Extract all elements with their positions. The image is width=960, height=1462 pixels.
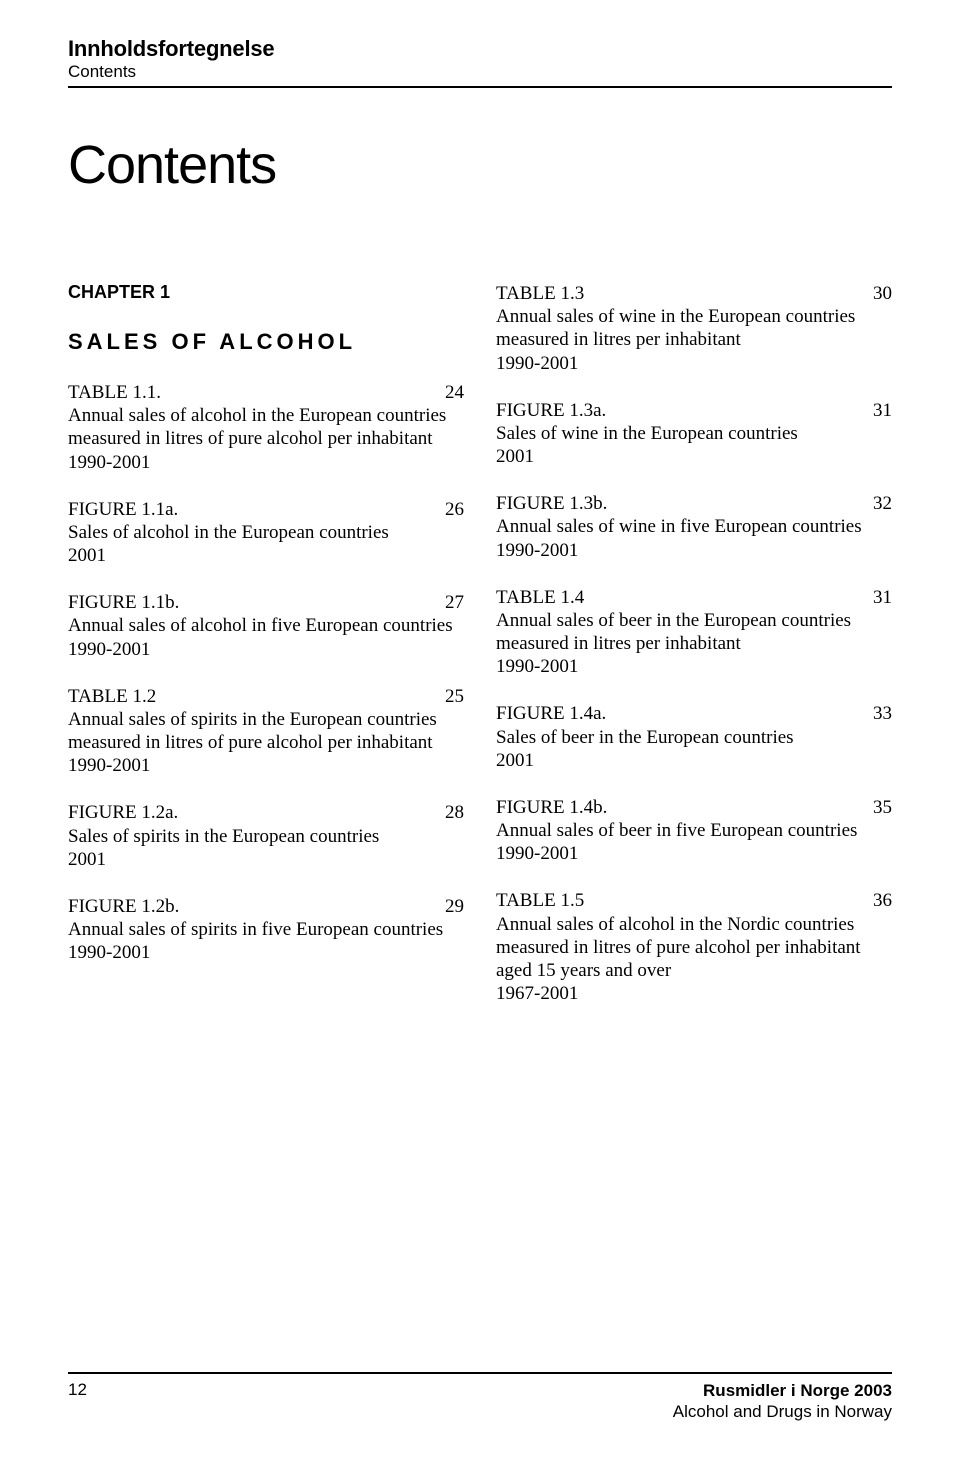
toc-entry-top: FIGURE 1.2b. 29 bbox=[68, 895, 464, 918]
right-column: TABLE 1.3 30Annual sales of wine in the E… bbox=[496, 282, 892, 1029]
toc-entry: FIGURE 1.3b. 32Annual sales of wine in fi… bbox=[496, 492, 892, 562]
toc-entry-page: 27 bbox=[437, 591, 464, 614]
toc-entry-desc: Annual sales of alcohol in the European … bbox=[68, 404, 464, 450]
toc-entry-range: 1990-2001 bbox=[496, 655, 892, 678]
toc-entry: FIGURE 1.2a. 28Sales of spirits in the Eu… bbox=[68, 801, 464, 871]
toc-entry-desc: Annual sales of wine in the European cou… bbox=[496, 305, 892, 351]
toc-entry-top: FIGURE 1.2a. 28 bbox=[68, 801, 464, 824]
toc-entry: FIGURE 1.4b. 35Annual sales of beer in fi… bbox=[496, 796, 892, 866]
toc-entry-label: FIGURE 1.3a. bbox=[496, 399, 606, 422]
section-heading: SALES OF ALCOHOL bbox=[68, 329, 464, 355]
toc-entry-page: 25 bbox=[437, 685, 464, 708]
toc-entry-label: TABLE 1.1. bbox=[68, 381, 161, 404]
toc-entry-top: TABLE 1.1. 24 bbox=[68, 381, 464, 404]
toc-entry-label: FIGURE 1.1b. bbox=[68, 591, 179, 614]
header-title: Innholdsfortegnelse bbox=[68, 36, 892, 62]
toc-entry-range: 2001 bbox=[68, 848, 464, 871]
toc-entry-range: 2001 bbox=[496, 445, 892, 468]
toc-entry-page: 24 bbox=[437, 381, 464, 404]
toc-entry-range: 1990-2001 bbox=[68, 638, 464, 661]
toc-entry-range: 1990-2001 bbox=[68, 754, 464, 777]
toc-entry-range: 2001 bbox=[68, 544, 464, 567]
publication-title: Rusmidler i Norge 2003 bbox=[673, 1380, 892, 1401]
toc-entry-page: 31 bbox=[865, 586, 892, 609]
toc-entry-desc: Sales of wine in the European countries bbox=[496, 422, 892, 445]
toc-entry-range: 1990-2001 bbox=[496, 842, 892, 865]
toc-entry-top: FIGURE 1.1b. 27 bbox=[68, 591, 464, 614]
toc-entry-label: TABLE 1.5 bbox=[496, 889, 584, 912]
toc-entry-page: 31 bbox=[865, 399, 892, 422]
toc-entry-desc: Sales of spirits in the European countri… bbox=[68, 825, 464, 848]
toc-entry-label: FIGURE 1.4b. bbox=[496, 796, 607, 819]
toc-entry-range: 2001 bbox=[496, 749, 892, 772]
toc-entry: FIGURE 1.2b. 29Annual sales of spirits in… bbox=[68, 895, 464, 965]
toc-entry-top: TABLE 1.4 31 bbox=[496, 586, 892, 609]
toc-entry-label: FIGURE 1.1a. bbox=[68, 498, 178, 521]
toc-columns: CHAPTER 1 SALES OF ALCOHOL TABLE 1.1.24A… bbox=[68, 282, 892, 1029]
toc-entry-page: 32 bbox=[865, 492, 892, 515]
toc-entry-page: 29 bbox=[437, 895, 464, 918]
toc-entry: TABLE 1.1. 24Annual sales of alcohol in t… bbox=[68, 381, 464, 474]
toc-entry-label: TABLE 1.3 bbox=[496, 282, 584, 305]
toc-entry-desc: Annual sales of alcohol in five European… bbox=[68, 614, 464, 637]
toc-entry-top: FIGURE 1.1a. 26 bbox=[68, 498, 464, 521]
toc-entry-label: FIGURE 1.4a. bbox=[496, 702, 606, 725]
main-title: Contents bbox=[68, 134, 892, 196]
toc-entry: TABLE 1.5 36Annual sales of alcohol in th… bbox=[496, 889, 892, 1005]
toc-entry-page: 30 bbox=[865, 282, 892, 305]
toc-entry-desc: Annual sales of spirits in the European … bbox=[68, 708, 464, 754]
toc-entry-top: FIGURE 1.3b. 32 bbox=[496, 492, 892, 515]
toc-entry-range: 1990-2001 bbox=[68, 451, 464, 474]
page-header: Innholdsfortegnelse Contents bbox=[68, 36, 892, 88]
toc-entry-page: 36 bbox=[865, 889, 892, 912]
toc-entry-label: TABLE 1.4 bbox=[496, 586, 584, 609]
toc-entry-page: 26 bbox=[437, 498, 464, 521]
toc-entry-desc: Annual sales of spirits in five European… bbox=[68, 918, 464, 941]
toc-entry-page: 33 bbox=[865, 702, 892, 725]
toc-entry-top: FIGURE 1.3a. 31 bbox=[496, 399, 892, 422]
toc-entry-range: 1990-2001 bbox=[496, 352, 892, 375]
toc-entry-range: 1967-2001 bbox=[496, 982, 892, 1005]
toc-entry-desc: Sales of alcohol in the European countri… bbox=[68, 521, 464, 544]
toc-entry-desc: Sales of beer in the European countries bbox=[496, 726, 892, 749]
toc-entry: FIGURE 1.4a. 33Sales of beer in the Europ… bbox=[496, 702, 892, 772]
toc-entry-desc: Annual sales of beer in the European cou… bbox=[496, 609, 892, 655]
toc-entry: TABLE 1.4 31Annual sales of beer in the E… bbox=[496, 586, 892, 679]
toc-entry-top: TABLE 1.2 25 bbox=[68, 685, 464, 708]
toc-entry-label: FIGURE 1.2a. bbox=[68, 801, 178, 824]
header-subtitle: Contents bbox=[68, 62, 892, 82]
toc-entry: FIGURE 1.3a. 31Sales of wine in the Europ… bbox=[496, 399, 892, 469]
toc-entry-page: 28 bbox=[437, 801, 464, 824]
toc-entry-desc: Annual sales of alcohol in the Nordic co… bbox=[496, 913, 892, 983]
publication-subtitle: Alcohol and Drugs in Norway bbox=[673, 1401, 892, 1422]
footer-rule bbox=[68, 1372, 892, 1374]
page-footer: 12 Rusmidler i Norge 2003 Alcohol and Dr… bbox=[68, 1372, 892, 1423]
toc-entry-desc: Annual sales of beer in five European co… bbox=[496, 819, 892, 842]
toc-entry-page: 35 bbox=[865, 796, 892, 819]
toc-entry-range: 1990-2001 bbox=[68, 941, 464, 964]
toc-entry-desc: Annual sales of wine in five European co… bbox=[496, 515, 892, 538]
chapter-label: CHAPTER 1 bbox=[68, 282, 464, 303]
toc-entry: FIGURE 1.1b. 27Annual sales of alcohol in… bbox=[68, 591, 464, 661]
toc-entry: TABLE 1.2 25Annual sales of spirits in th… bbox=[68, 685, 464, 778]
page-number: 12 bbox=[68, 1380, 87, 1423]
left-column: CHAPTER 1 SALES OF ALCOHOL TABLE 1.1.24A… bbox=[68, 282, 464, 1029]
toc-entry-top: TABLE 1.5 36 bbox=[496, 889, 892, 912]
toc-entry-label: FIGURE 1.2b. bbox=[68, 895, 179, 918]
toc-entry-top: TABLE 1.3 30 bbox=[496, 282, 892, 305]
toc-entry: TABLE 1.3 30Annual sales of wine in the E… bbox=[496, 282, 892, 375]
toc-entry-top: FIGURE 1.4a. 33 bbox=[496, 702, 892, 725]
toc-entry-label: TABLE 1.2 bbox=[68, 685, 156, 708]
toc-entry-top: FIGURE 1.4b. 35 bbox=[496, 796, 892, 819]
toc-entry-range: 1990-2001 bbox=[496, 539, 892, 562]
toc-entry: FIGURE 1.1a. 26Sales of alcohol in the Eu… bbox=[68, 498, 464, 568]
toc-entry-label: FIGURE 1.3b. bbox=[496, 492, 607, 515]
